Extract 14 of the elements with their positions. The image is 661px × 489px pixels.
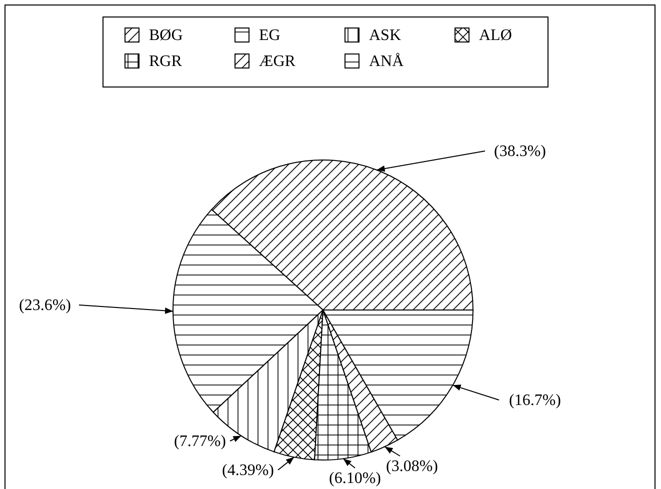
legend-label: ASK [369, 27, 402, 44]
data-label: (23.6%) [19, 297, 71, 314]
legend-label: EG [259, 27, 281, 44]
legend-label: ALØ [479, 27, 512, 44]
legend-label: BØG [149, 27, 184, 44]
legend-label: RGR [149, 53, 182, 70]
data-label: (38.3%) [494, 143, 546, 160]
data-label: (16.7%) [509, 392, 561, 409]
legend-label: ANÅ [369, 52, 404, 70]
data-label: (3.08%) [386, 458, 438, 475]
data-label: (4.39%) [222, 462, 274, 479]
data-label: (7.77%) [174, 433, 226, 450]
legend-label: ÆGR [259, 53, 296, 70]
data-label: (6.10%) [329, 470, 381, 487]
